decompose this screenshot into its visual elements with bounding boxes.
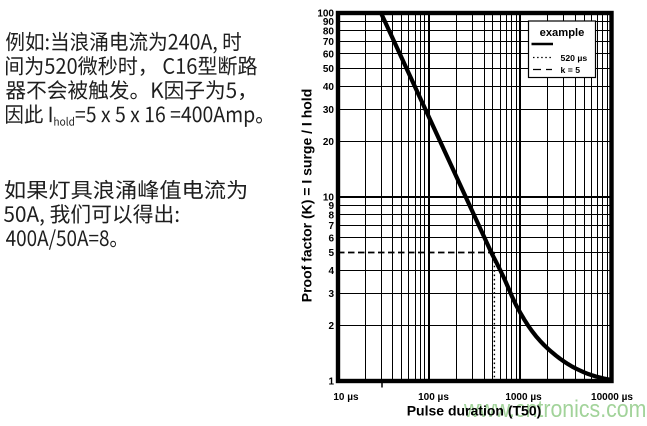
svg-text:7: 7 — [328, 221, 334, 232]
svg-text:example: example — [540, 27, 585, 39]
svg-text:90: 90 — [323, 17, 335, 28]
svg-text:100: 100 — [317, 9, 334, 20]
svg-text:8: 8 — [328, 210, 334, 221]
svg-text:10 µs: 10 µs — [333, 392, 359, 403]
svg-text:5: 5 — [328, 248, 334, 259]
svg-text:20: 20 — [323, 137, 335, 148]
svg-text:70: 70 — [323, 37, 335, 48]
svg-text:4: 4 — [328, 266, 334, 277]
svg-text:1: 1 — [328, 377, 334, 388]
svg-text:30: 30 — [323, 105, 335, 116]
svg-text:Proof factor (K) = I surge / I: Proof factor (K) = I surge / I hold — [299, 89, 315, 303]
svg-text:60: 60 — [323, 49, 335, 60]
svg-text:6: 6 — [328, 233, 334, 244]
svg-text:80: 80 — [323, 26, 335, 37]
svg-text:520 µs: 520 µs — [561, 53, 588, 63]
svg-text:Pulse duration (T50): Pulse duration (T50) — [407, 403, 542, 419]
svg-text:100 µs: 100 µs — [418, 392, 449, 403]
svg-text:40: 40 — [323, 82, 335, 93]
svg-text:9: 9 — [328, 201, 334, 212]
svg-text:2: 2 — [328, 321, 334, 332]
svg-text:10: 10 — [323, 193, 335, 204]
svg-text:k = 5: k = 5 — [561, 65, 581, 75]
svg-text:50: 50 — [323, 64, 335, 75]
svg-text:1000 µs: 1000 µs — [505, 392, 542, 403]
svg-text:3: 3 — [328, 289, 334, 300]
svg-text:10000 µs: 10000 µs — [591, 392, 633, 403]
